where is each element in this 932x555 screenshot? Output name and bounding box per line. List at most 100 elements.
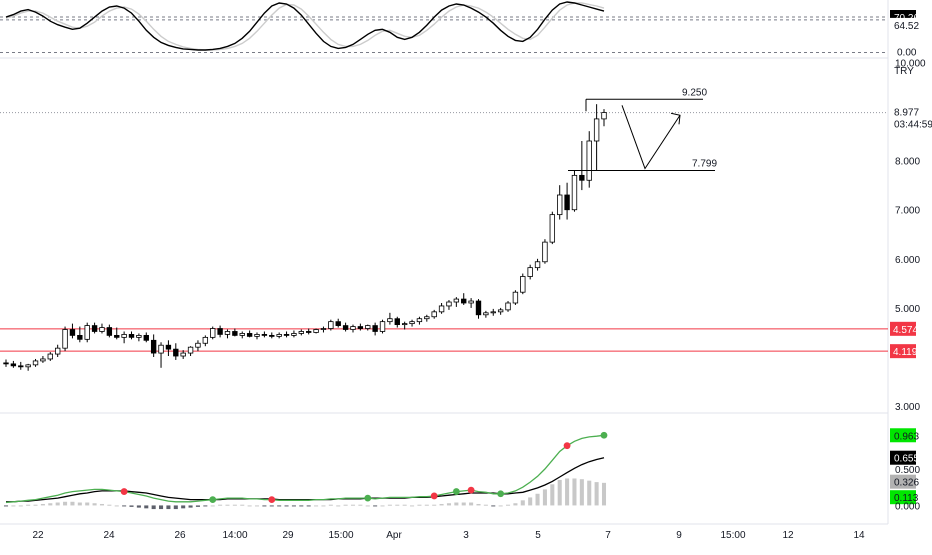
candle-body-up xyxy=(424,316,430,320)
macd-histogram-bar xyxy=(26,504,31,506)
candle-body-down xyxy=(69,329,76,336)
candle-body-up xyxy=(291,333,297,336)
macd-signal-line xyxy=(6,457,605,503)
macd-histogram-bar xyxy=(358,504,363,506)
candle-body-down xyxy=(232,331,238,336)
candle-body-down xyxy=(217,328,223,335)
macd-histogram-bar xyxy=(572,478,577,506)
candle-body-up xyxy=(601,112,607,120)
time-axis-tick: 5 xyxy=(535,530,541,541)
macd-upper-badge-text: 0.963 xyxy=(894,431,919,442)
macd-histogram-bar xyxy=(528,497,533,506)
candle-body-up xyxy=(431,311,437,318)
candle-body-down xyxy=(150,339,157,354)
candle xyxy=(564,182,570,220)
candle-body-up xyxy=(586,140,592,181)
macd-histogram-bar xyxy=(210,505,215,507)
candle-body-up xyxy=(320,328,327,330)
candle xyxy=(165,340,172,357)
candle xyxy=(121,331,127,344)
candle xyxy=(313,328,319,334)
candle xyxy=(586,131,592,188)
candle xyxy=(350,324,356,333)
candle xyxy=(84,322,90,343)
macd-cross-down-marker xyxy=(563,442,571,450)
macd-histogram-bar xyxy=(350,504,356,506)
candle xyxy=(490,308,496,316)
candle-body-up xyxy=(365,325,371,329)
macd-histogram-bar xyxy=(365,505,370,507)
candle-body-down xyxy=(306,331,312,333)
level-badge-text: 4.119 xyxy=(893,347,918,358)
candle xyxy=(579,141,585,191)
macd-histogram-bar xyxy=(380,505,385,507)
level-badge-text: 4.574 xyxy=(893,325,918,336)
candle xyxy=(143,332,149,343)
candle-body-up xyxy=(350,326,356,330)
time-axis-tick: 9 xyxy=(676,530,682,541)
candle-body-up xyxy=(401,323,408,326)
macd-histogram-bar xyxy=(469,502,474,506)
candle-body-up xyxy=(468,300,474,304)
candle-body-up xyxy=(195,342,201,348)
candle xyxy=(269,332,275,339)
main-price-pane: 9.250 7.799 xyxy=(0,87,888,371)
candle xyxy=(593,104,600,171)
price-axis-tick: 10.000 xyxy=(895,58,926,69)
macd-pane xyxy=(3,431,608,510)
candle xyxy=(40,356,46,363)
macd-histogram-bar xyxy=(410,505,415,507)
candle xyxy=(335,318,341,328)
candle xyxy=(232,328,238,337)
candle-body-up xyxy=(239,333,245,336)
candle-body-up xyxy=(571,174,578,211)
candle-body-down xyxy=(335,321,341,326)
macd-histogram-bar xyxy=(579,479,584,506)
macd-histogram-bar xyxy=(85,502,90,506)
candle-body-down xyxy=(91,325,98,332)
candle-body-up xyxy=(62,329,68,349)
candle xyxy=(453,297,460,307)
macd-histogram-bar xyxy=(159,505,164,510)
macd-low-badge: 0.113 xyxy=(890,490,919,505)
candle xyxy=(601,109,607,127)
macd-histogram-bar xyxy=(99,503,105,506)
candle xyxy=(54,344,61,357)
level-badge-bg xyxy=(890,321,916,336)
macd-histogram-bar xyxy=(195,505,200,507)
price-axis-tick: 5.000 xyxy=(895,304,920,315)
macd-histogram-bar xyxy=(601,482,607,506)
macd-histogram-bar xyxy=(454,502,459,506)
candle xyxy=(10,360,17,368)
time-axis-tick: 15:00 xyxy=(720,530,745,541)
candle xyxy=(438,303,445,314)
stochastic-k-line xyxy=(5,1,605,51)
candle-body-down xyxy=(372,325,378,332)
candle-body-down xyxy=(475,300,482,316)
macd-histogram-bar xyxy=(424,504,429,506)
candle-body-up xyxy=(409,321,415,325)
macd-histogram-bar xyxy=(144,505,149,509)
macd-histogram-bar xyxy=(92,503,97,506)
macd-histogram-bar xyxy=(314,505,319,507)
candle xyxy=(431,309,437,319)
macd-histogram-bar xyxy=(520,500,525,506)
macd-histogram-bar xyxy=(173,505,178,510)
macd-histogram-bar xyxy=(188,505,193,508)
price-axis-tick: 6.000 xyxy=(895,255,920,266)
candle xyxy=(527,264,533,280)
candle-body-down xyxy=(357,326,364,329)
candle-body-down xyxy=(3,362,9,365)
candle xyxy=(557,185,563,220)
macd-upper-badge-bg xyxy=(890,428,916,443)
candle xyxy=(446,300,452,310)
macd-histogram-bar xyxy=(254,505,260,507)
candle-body-up xyxy=(593,118,600,142)
macd-histogram-bar xyxy=(203,505,208,507)
candle-body-up xyxy=(224,331,231,335)
candle xyxy=(416,316,423,325)
candle xyxy=(401,321,408,330)
macd-histogram-bar xyxy=(70,501,75,506)
candle xyxy=(512,290,519,305)
